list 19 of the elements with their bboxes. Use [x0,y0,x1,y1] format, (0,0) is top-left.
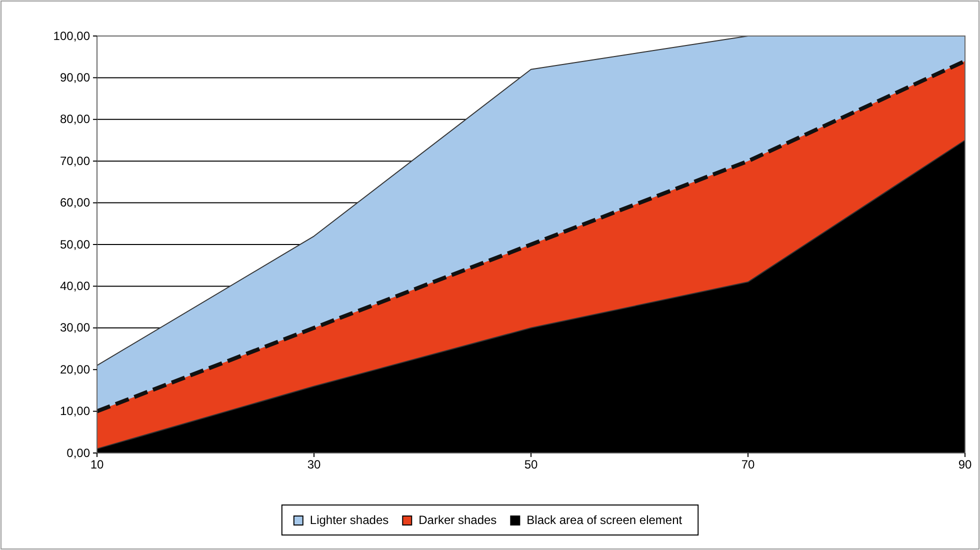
x-tick-label: 50 [524,458,538,472]
y-tick-label: 80,00 [60,112,90,126]
x-tick-label: 70 [741,458,755,472]
y-tick-label: 90,00 [60,70,90,85]
y-tick-label: 40,00 [60,279,90,294]
y-tick-label: 50,00 [60,237,90,252]
y-tick-label: 20,00 [60,362,90,376]
legend-label: Darker shades [418,513,497,527]
y-tick-label: 30,00 [60,320,90,335]
y-tick-label: 0,00 [66,446,90,460]
x-tick-label: 10 [90,458,104,472]
legend-label: Lighter shades [310,513,389,527]
y-tick-label: 100,00 [53,28,90,43]
y-tick-label: 60,00 [60,196,90,210]
y-tick-label: 10,00 [60,404,90,418]
y-tick-label: 70,00 [60,154,90,168]
x-tick-label: 30 [307,458,321,472]
x-tick-label: 90 [958,458,972,472]
legend-label: Black area of screen element [526,513,683,527]
